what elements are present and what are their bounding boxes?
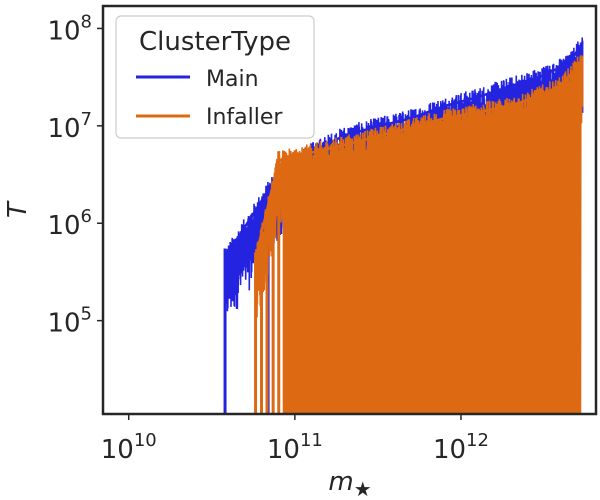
y-axis-label: T [3, 200, 33, 218]
y-axis-ticks: 105 106 107 108 [47, 11, 103, 339]
legend-label-main: Main [206, 67, 259, 92]
y-tick-label: 107 [47, 109, 92, 144]
x-tick-label: 1012 [433, 430, 489, 465]
x-tick-label: 1011 [267, 430, 323, 465]
series-infaller [254, 55, 584, 414]
x-tick-label: 1010 [101, 430, 157, 465]
y-tick-label: 105 [47, 304, 92, 339]
y-tick-label: 106 [47, 206, 92, 241]
legend-label-infaller: Infaller [206, 105, 283, 130]
y-tick-label: 108 [47, 11, 92, 46]
x-axis-label: m★ [328, 467, 371, 500]
series-line [254, 55, 584, 414]
plot-frame [101, 4, 598, 416]
x-axis-ticks: 1010 1011 1012 [101, 414, 489, 465]
series-trend [254, 58, 584, 259]
legend: ClusterType Main Infaller [115, 15, 315, 139]
plot-series [223, 37, 584, 414]
legend-box [115, 15, 315, 139]
legend-title: ClusterType [139, 27, 291, 57]
